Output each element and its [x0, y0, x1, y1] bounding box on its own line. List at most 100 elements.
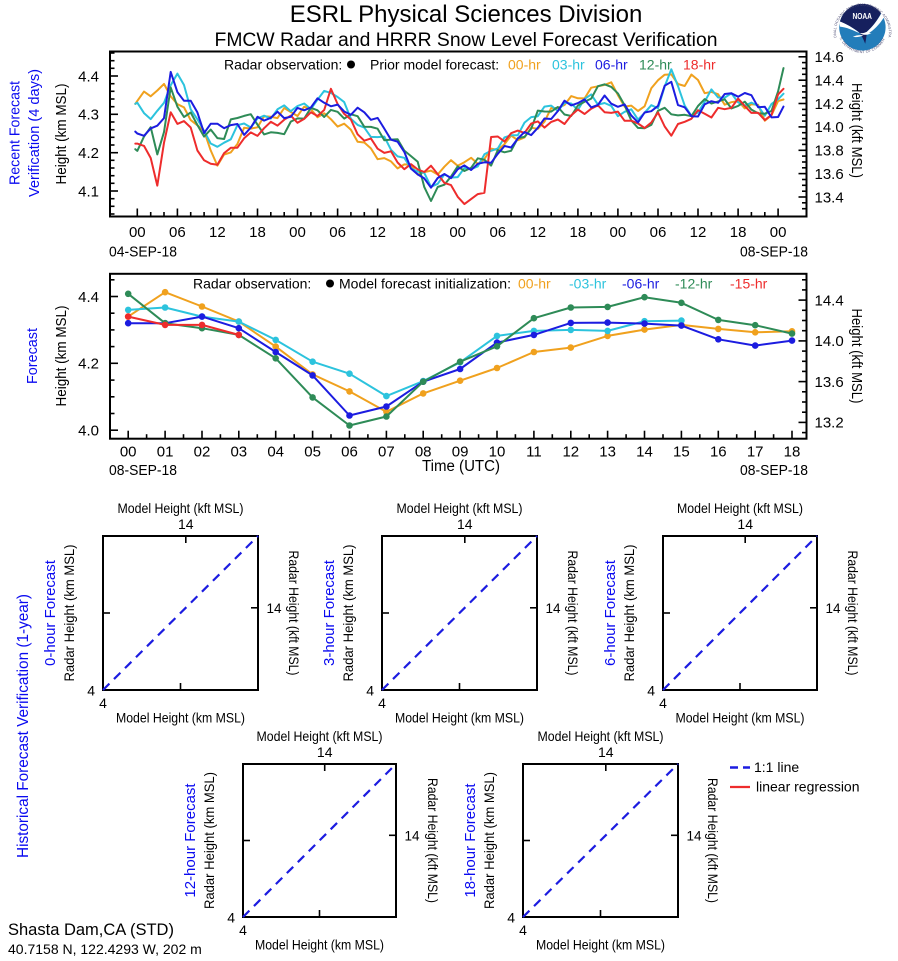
- svg-text:05: 05: [304, 444, 321, 461]
- svg-text:Height (kft MSL): Height (kft MSL): [848, 83, 865, 178]
- svg-text:08: 08: [415, 444, 432, 461]
- svg-text:15: 15: [673, 444, 690, 461]
- svg-text:-03-hr: -03-hr: [569, 276, 607, 292]
- svg-text:03-hr: 03-hr: [552, 57, 585, 73]
- svg-text:13: 13: [599, 444, 616, 461]
- svg-text:14: 14: [317, 744, 333, 760]
- svg-text:Verification (4 days): Verification (4 days): [26, 69, 43, 197]
- svg-text:00: 00: [770, 224, 787, 241]
- svg-text:14: 14: [267, 601, 283, 616]
- svg-text:-06-hr: -06-hr: [622, 276, 660, 292]
- svg-text:Height (kft MSL): Height (kft MSL): [848, 309, 865, 404]
- svg-text:07: 07: [378, 444, 395, 461]
- svg-text:40.7158 N, 122.4293 W, 202 m: 40.7158 N, 122.4293 W, 202 m: [8, 941, 202, 956]
- svg-text:14.6: 14.6: [815, 49, 844, 66]
- svg-text:Prior model forecast:: Prior model forecast:: [370, 57, 499, 73]
- svg-text:01: 01: [157, 444, 174, 461]
- svg-text:08-SEP-18: 08-SEP-18: [740, 462, 808, 479]
- svg-text:Radar Height (km MSL): Radar Height (km MSL): [621, 545, 637, 682]
- svg-text:17: 17: [747, 444, 764, 461]
- svg-text:FMCW Radar and HRRR Snow Level: FMCW Radar and HRRR Snow Level Forecast …: [215, 30, 718, 51]
- svg-text:00: 00: [129, 224, 146, 241]
- svg-text:4: 4: [227, 910, 235, 926]
- svg-text:00: 00: [610, 224, 627, 241]
- svg-text:4: 4: [366, 683, 374, 699]
- svg-text:13.4: 13.4: [815, 189, 844, 206]
- svg-text:4: 4: [507, 910, 515, 926]
- svg-text:4: 4: [519, 922, 527, 938]
- svg-text:16: 16: [710, 444, 727, 461]
- svg-text:00-hr: 00-hr: [518, 276, 551, 292]
- svg-text:18: 18: [570, 224, 587, 241]
- svg-text:06: 06: [650, 224, 667, 241]
- svg-text:13.6: 13.6: [815, 166, 844, 183]
- svg-text:4.0: 4.0: [78, 423, 99, 440]
- svg-text:12: 12: [209, 224, 226, 241]
- svg-text:12: 12: [562, 444, 579, 461]
- svg-text:Model Height (km MSL): Model Height (km MSL): [676, 710, 805, 726]
- svg-text:6-hour Forecast: 6-hour Forecast: [602, 559, 619, 666]
- svg-text:08-SEP-18: 08-SEP-18: [109, 462, 177, 479]
- svg-text:10: 10: [489, 444, 506, 461]
- svg-text:Radar Height (kft MSL): Radar Height (kft MSL): [705, 778, 721, 903]
- svg-text:14: 14: [457, 516, 473, 532]
- svg-text:12: 12: [529, 224, 546, 241]
- svg-text:13.6: 13.6: [815, 374, 844, 391]
- svg-text:4: 4: [659, 695, 667, 711]
- svg-text:-12-hr: -12-hr: [675, 276, 713, 292]
- svg-text:linear regression: linear regression: [756, 779, 860, 795]
- svg-text:09: 09: [452, 444, 469, 461]
- svg-text:Model Height (km MSL): Model Height (km MSL): [255, 937, 384, 953]
- svg-text:4.2: 4.2: [78, 356, 99, 373]
- svg-text:13.2: 13.2: [815, 415, 844, 432]
- svg-text:Radar Height (km MSL): Radar Height (km MSL): [340, 545, 356, 682]
- svg-text:3-hour Forecast: 3-hour Forecast: [321, 559, 338, 666]
- svg-text:14: 14: [737, 516, 753, 532]
- svg-text:Model Height (kft MSL): Model Height (kft MSL): [677, 500, 803, 516]
- svg-text:18: 18: [730, 224, 747, 241]
- svg-text:Historical Forecast Verificati: Historical Forecast Verification (1-year…: [15, 594, 32, 858]
- svg-text:Forecast: Forecast: [24, 327, 41, 384]
- svg-text:Model Height (kft MSL): Model Height (kft MSL): [118, 500, 244, 516]
- svg-text:18-hr: 18-hr: [683, 57, 716, 73]
- svg-text:Time (UTC): Time (UTC): [422, 458, 500, 475]
- svg-text:Model Height (km MSL): Model Height (km MSL): [116, 710, 245, 726]
- svg-text:14: 14: [826, 601, 842, 616]
- svg-text:Model Height (kft MSL): Model Height (kft MSL): [538, 728, 664, 744]
- svg-text:13.8: 13.8: [815, 143, 844, 160]
- svg-text:4.1: 4.1: [78, 183, 99, 200]
- svg-text:Radar Height (kft MSL): Radar Height (kft MSL): [286, 551, 302, 676]
- svg-text:14: 14: [636, 444, 653, 461]
- svg-text:00: 00: [289, 224, 306, 241]
- svg-text:4.3: 4.3: [78, 107, 99, 124]
- svg-text:06: 06: [329, 224, 346, 241]
- svg-text:18-hour Forecast: 18-hour Forecast: [462, 783, 479, 898]
- svg-text:4: 4: [99, 695, 107, 711]
- svg-text:00: 00: [120, 444, 137, 461]
- svg-text:12: 12: [690, 224, 707, 241]
- svg-text:4.4: 4.4: [78, 289, 99, 306]
- svg-text:12-hr: 12-hr: [639, 57, 672, 73]
- svg-text:Height (km MSL): Height (km MSL): [53, 84, 70, 185]
- svg-text:06-hr: 06-hr: [595, 57, 628, 73]
- svg-text:Model Height (km MSL): Model Height (km MSL): [536, 937, 665, 953]
- svg-text:Model Height (kft MSL): Model Height (kft MSL): [257, 728, 383, 744]
- svg-text:Radar observation:: Radar observation:: [224, 57, 342, 73]
- svg-text:12: 12: [369, 224, 386, 241]
- svg-text:14: 14: [546, 601, 562, 616]
- svg-text:Radar Height (km MSL): Radar Height (km MSL): [61, 545, 77, 682]
- svg-text:11: 11: [526, 444, 542, 461]
- svg-text:-15-hr: -15-hr: [730, 276, 768, 292]
- svg-text:Radar Height (km MSL): Radar Height (km MSL): [201, 772, 217, 909]
- svg-text:4.4: 4.4: [78, 68, 99, 85]
- svg-text:Radar observation:: Radar observation:: [193, 276, 311, 292]
- svg-text:Radar Height (kft MSL): Radar Height (kft MSL): [565, 551, 581, 676]
- svg-text:1:1 line: 1:1 line: [754, 759, 799, 775]
- svg-text:06: 06: [341, 444, 358, 461]
- svg-text:14.4: 14.4: [815, 73, 844, 90]
- svg-text:18: 18: [784, 444, 801, 461]
- svg-text:NOAA: NOAA: [852, 11, 872, 21]
- svg-text:Model forecast initialization:: Model forecast initialization:: [339, 276, 511, 292]
- svg-text:Radar Height (kft MSL): Radar Height (kft MSL): [425, 778, 441, 903]
- svg-text:06: 06: [489, 224, 506, 241]
